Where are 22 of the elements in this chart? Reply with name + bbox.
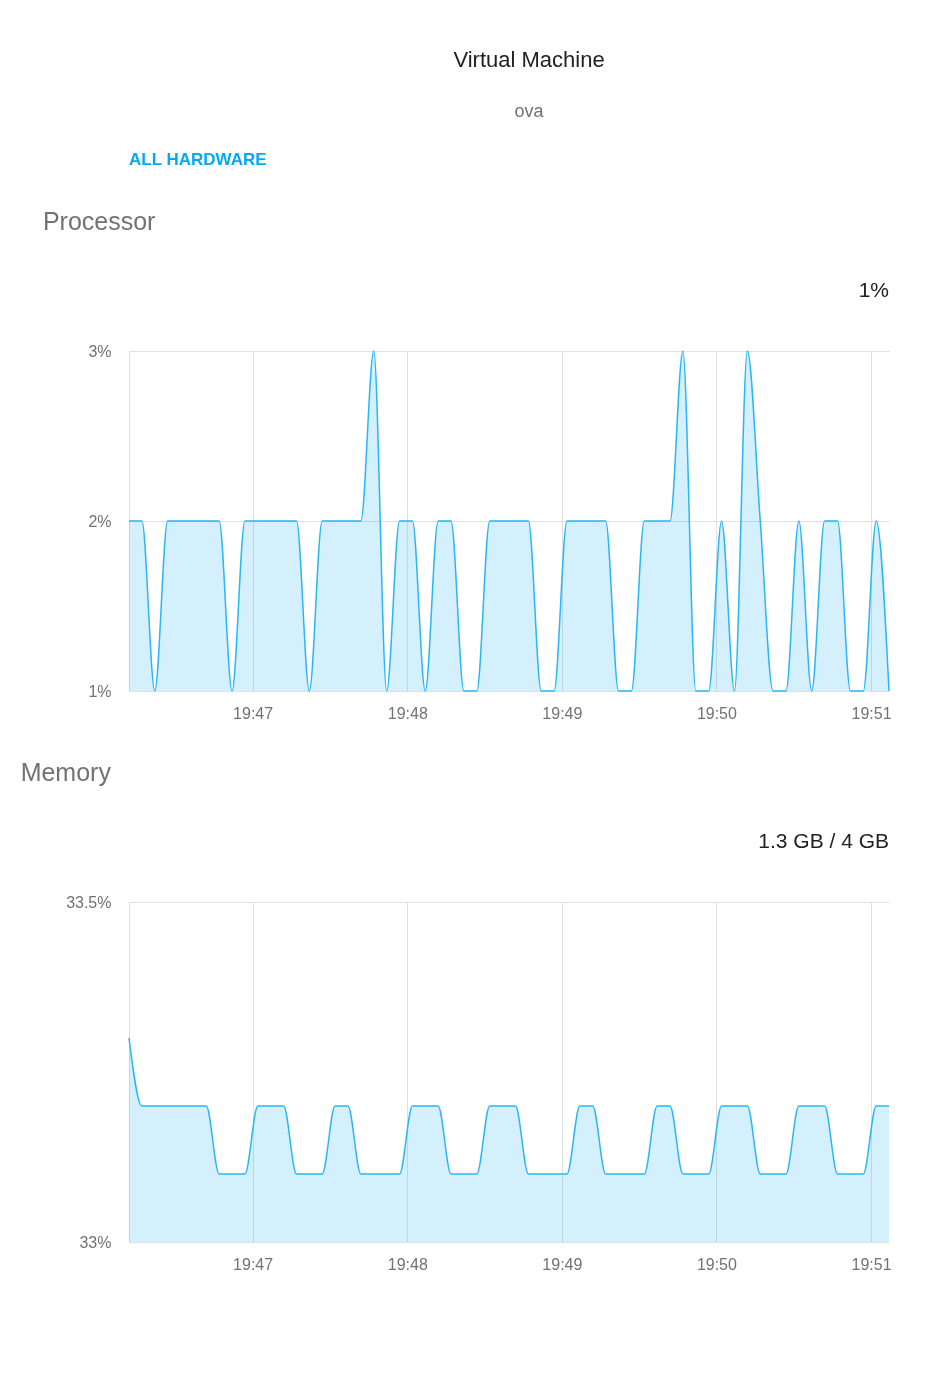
y-tick-label: 33% <box>79 1233 112 1251</box>
text: 1% <box>858 278 889 301</box>
x-tick-label: 19:48 <box>387 1255 428 1273</box>
y-tick-label: 1% <box>88 682 112 700</box>
text: 1.3 GB / 4 GB <box>758 829 889 852</box>
x-tick-label: 19:48 <box>387 704 428 722</box>
text: Virtual Machine <box>453 47 605 72</box>
x-tick-label: 19:49 <box>542 704 583 722</box>
text: ova <box>514 101 545 121</box>
x-tick-label: 19:50 <box>696 1255 738 1273</box>
y-tick-label: 33.5% <box>66 893 112 911</box>
y-tick-label: 2% <box>88 512 112 530</box>
chart-title: Processor <box>42 207 156 235</box>
x-tick-label: 19:51 <box>851 1255 892 1273</box>
x-tick-label: 19:49 <box>542 1255 583 1273</box>
x-tick-label: 19:47 <box>233 704 274 722</box>
x-tick-label: 19:51 <box>851 704 892 722</box>
text: ALL HARDWARE <box>129 150 267 169</box>
x-tick-label: 19:47 <box>233 1255 274 1273</box>
y-tick-label: 3% <box>88 342 112 360</box>
x-tick-label: 19:50 <box>696 704 738 722</box>
chart-title: Memory <box>20 758 112 786</box>
